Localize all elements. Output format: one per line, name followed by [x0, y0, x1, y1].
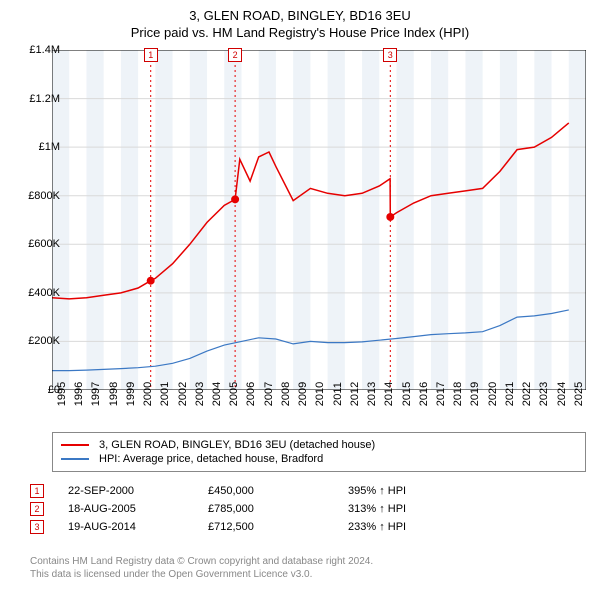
x-tick-label: 2002: [177, 382, 189, 406]
x-tick-label: 2022: [521, 382, 533, 406]
y-tick-label: £400K: [28, 287, 60, 299]
footer-line: Contains HM Land Registry data © Crown c…: [30, 555, 590, 568]
chart-area: 1 2 3: [52, 50, 586, 390]
sale-marker-box: 1: [144, 48, 158, 62]
legend-label: 3, GLEN ROAD, BINGLEY, BD16 3EU (detache…: [99, 439, 375, 451]
x-tick-label: 2013: [366, 382, 378, 406]
y-tick-label: £200K: [28, 335, 60, 347]
events-table: 1 22-SEP-2000 £450,000 395% ↑ HPI 2 18-A…: [30, 480, 590, 538]
legend-swatch: [61, 444, 89, 446]
chart-container: 3, GLEN ROAD, BINGLEY, BD16 3EU Price pa…: [0, 0, 600, 590]
legend-label: HPI: Average price, detached house, Brad…: [99, 453, 323, 465]
x-tick-label: 2016: [418, 382, 430, 406]
event-date: 18-AUG-2005: [68, 503, 208, 515]
x-tick-label: 2021: [504, 382, 516, 406]
x-tick-label: 2015: [401, 382, 413, 406]
x-tick-label: 1999: [125, 382, 137, 406]
x-tick-label: 2025: [573, 382, 585, 406]
event-marker: 1: [30, 484, 44, 498]
sale-marker-box: 3: [383, 48, 397, 62]
x-tick-label: 1997: [90, 382, 102, 406]
x-tick-label: 2008: [280, 382, 292, 406]
event-pct: 313% ↑ HPI: [348, 503, 406, 515]
x-tick-label: 2011: [332, 382, 344, 406]
legend-item: 3, GLEN ROAD, BINGLEY, BD16 3EU (detache…: [61, 439, 577, 451]
x-tick-label: 2001: [159, 382, 171, 406]
x-tick-label: 2023: [538, 382, 550, 406]
footer: Contains HM Land Registry data © Crown c…: [30, 555, 590, 581]
y-tick-label: £800K: [28, 190, 60, 202]
legend-item: HPI: Average price, detached house, Brad…: [61, 453, 577, 465]
x-tick-label: 2007: [263, 382, 275, 406]
x-tick-label: 2000: [142, 382, 154, 406]
y-tick-label: £1.4M: [29, 44, 60, 56]
legend: 3, GLEN ROAD, BINGLEY, BD16 3EU (detache…: [52, 432, 586, 472]
x-tick-label: 1998: [108, 382, 120, 406]
event-date: 19-AUG-2014: [68, 521, 208, 533]
x-tick-label: 2012: [349, 382, 361, 406]
x-tick-label: 2019: [469, 382, 481, 406]
event-marker: 2: [30, 502, 44, 516]
x-tick-label: 2014: [383, 382, 395, 406]
event-row: 3 19-AUG-2014 £712,500 233% ↑ HPI: [30, 520, 590, 534]
plot-svg: [52, 50, 586, 390]
x-tick-label: 2004: [211, 382, 223, 406]
x-tick-label: 2024: [556, 382, 568, 406]
title-block: 3, GLEN ROAD, BINGLEY, BD16 3EU Price pa…: [0, 0, 600, 44]
event-price: £785,000: [208, 503, 348, 515]
event-pct: 233% ↑ HPI: [348, 521, 406, 533]
x-tick-label: 2006: [245, 382, 257, 406]
x-tick-label: 2003: [194, 382, 206, 406]
title-subtitle: Price paid vs. HM Land Registry's House …: [0, 25, 600, 40]
y-tick-label: £1.2M: [29, 93, 60, 105]
footer-line: This data is licensed under the Open Gov…: [30, 568, 590, 581]
event-pct: 395% ↑ HPI: [348, 485, 406, 497]
x-tick-label: 2020: [487, 382, 499, 406]
y-tick-label: £600K: [28, 238, 60, 250]
x-tick-label: 1996: [73, 382, 85, 406]
event-price: £712,500: [208, 521, 348, 533]
event-row: 2 18-AUG-2005 £785,000 313% ↑ HPI: [30, 502, 590, 516]
event-row: 1 22-SEP-2000 £450,000 395% ↑ HPI: [30, 484, 590, 498]
event-date: 22-SEP-2000: [68, 485, 208, 497]
x-tick-label: 2009: [297, 382, 309, 406]
title-address: 3, GLEN ROAD, BINGLEY, BD16 3EU: [0, 8, 600, 23]
sale-marker-box: 2: [228, 48, 242, 62]
x-tick-label: 2017: [435, 382, 447, 406]
y-tick-label: £1M: [39, 141, 60, 153]
x-tick-label: 2010: [314, 382, 326, 406]
legend-swatch: [61, 458, 89, 460]
x-tick-label: 2005: [228, 382, 240, 406]
event-price: £450,000: [208, 485, 348, 497]
x-tick-label: 1995: [56, 382, 68, 406]
x-tick-label: 2018: [452, 382, 464, 406]
event-marker: 3: [30, 520, 44, 534]
